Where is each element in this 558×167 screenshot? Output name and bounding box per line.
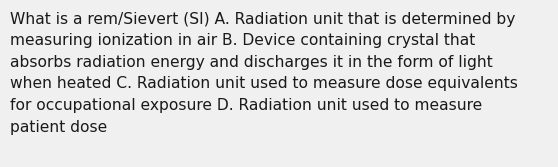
Text: What is a rem/Sievert (SI) A. Radiation unit that is determined by
measuring ion: What is a rem/Sievert (SI) A. Radiation … bbox=[10, 12, 518, 135]
